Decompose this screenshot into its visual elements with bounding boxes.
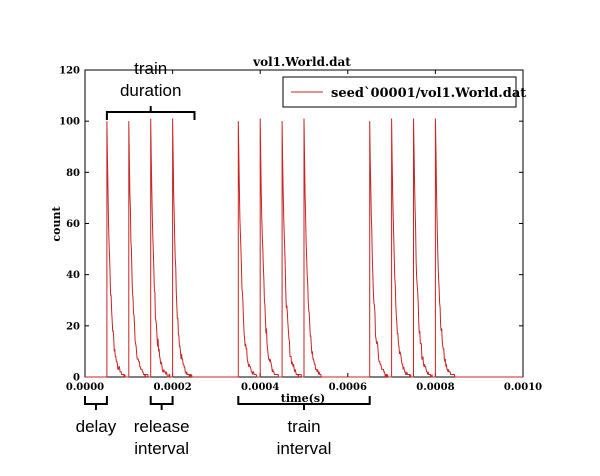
x-tick-label: 0.0008 [416, 382, 454, 393]
y-tick-label: 80 [66, 168, 80, 179]
annotation-train-interval: train interval [237, 396, 371, 458]
y-tick-label: 120 [59, 66, 80, 77]
x-axis-label: time(s) [281, 392, 326, 405]
y-tick-label: 0 [73, 373, 80, 384]
y-tick-label: 60 [66, 219, 80, 230]
annotation-train-duration: train duration [105, 59, 196, 120]
y-tick-label: 100 [59, 117, 80, 128]
legend-label: seed`00001/vol1.World.dat [331, 86, 526, 101]
annotation-label: interval [277, 439, 332, 458]
y-tick-label: 20 [66, 321, 80, 332]
x-tick-label: 0.0004 [241, 382, 279, 393]
annotation-label: duration [120, 81, 181, 100]
annotation-label: delay [76, 417, 117, 436]
annotation-delay: delay [76, 396, 117, 436]
y-tick-label: 40 [66, 270, 80, 281]
x-tick-label: 0.0006 [329, 382, 367, 393]
annotation-bracket [84, 396, 108, 405]
annotation-bracket [149, 396, 174, 405]
annotation-label: release [134, 417, 190, 436]
x-tick-label: 0.0000 [66, 382, 104, 393]
y-axis-ticks: 0 20 40 60 80 100 120 [59, 66, 523, 384]
series-line [85, 118, 523, 378]
annotation-label: train [287, 417, 320, 436]
y-axis-label: count [50, 206, 63, 242]
x-tick-label: 0.0010 [504, 382, 542, 393]
x-tick-label: 0.0002 [153, 382, 191, 393]
legend: seed`00001/vol1.World.dat [282, 76, 526, 108]
plot-area: 0 20 40 60 80 100 120 0.0000 0.0002 0.0004 0.0006… [59, 66, 542, 394]
annotation-release-interval: release interval [134, 396, 190, 458]
chart-title: vol1.World.dat [252, 55, 351, 69]
annotation-label: train [134, 59, 167, 78]
annotations: train duration delay release interval train in… [76, 59, 371, 458]
annotation-label: interval [134, 439, 189, 458]
